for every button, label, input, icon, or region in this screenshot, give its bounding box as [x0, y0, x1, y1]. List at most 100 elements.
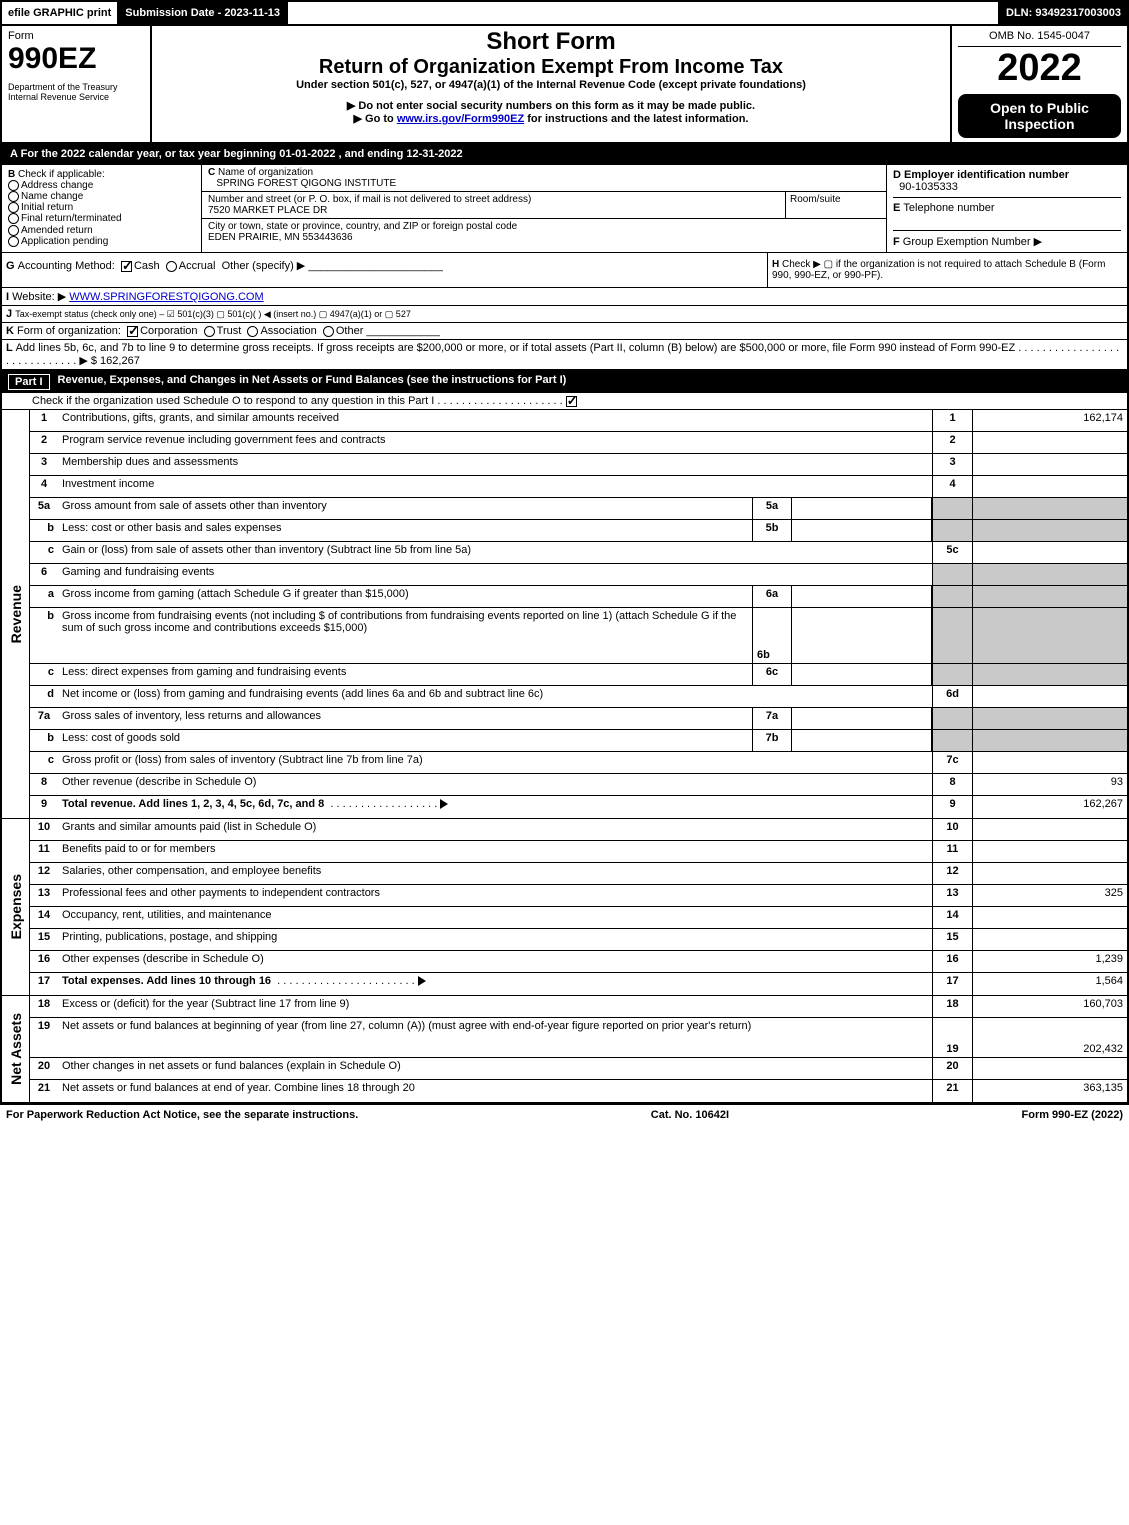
chk-accrual[interactable] [166, 261, 177, 272]
title-block: Short Form Return of Organization Exempt… [152, 26, 952, 142]
netassets-label: Net Assets [6, 1009, 26, 1089]
m7a: 7a [752, 708, 792, 729]
a6c [972, 664, 1127, 685]
ln6a [932, 586, 972, 607]
n6a: a [30, 586, 58, 607]
n20: 20 [30, 1058, 58, 1079]
footer-left: For Paperwork Reduction Act Notice, see … [6, 1109, 358, 1121]
ln20: 20 [932, 1058, 972, 1079]
tax-year: 2022 [958, 47, 1121, 90]
l-row: L Add lines 5b, 6c, and 7b to line 9 to … [0, 340, 1129, 371]
ssn-warning: ▶ Do not enter social security numbers o… [158, 99, 944, 112]
g-accrual: Accrual [179, 260, 216, 272]
right-block: OMB No. 1545-0047 2022 Open to Public In… [952, 26, 1127, 142]
goto-link[interactable]: www.irs.gov/Form990EZ [397, 113, 524, 125]
ln8: 8 [932, 774, 972, 795]
a13: 325 [972, 885, 1127, 906]
section-a: A For the 2022 calendar year, or tax yea… [0, 144, 1129, 165]
ln3: 3 [932, 454, 972, 475]
expenses-side: Expenses [2, 819, 30, 995]
a18: 160,703 [972, 996, 1127, 1017]
m6a: 6a [752, 586, 792, 607]
main-title: Return of Organization Exempt From Incom… [158, 56, 944, 79]
chk-other[interactable] [323, 326, 334, 337]
b-final: Final return/terminated [21, 214, 122, 225]
k-corp: Corporation [140, 325, 197, 337]
d5c: Gain or (loss) from sale of assets other… [58, 542, 932, 563]
ln9: 9 [932, 796, 972, 818]
chk-final[interactable] [8, 213, 19, 224]
chk-trust[interactable] [204, 326, 215, 337]
n13: 13 [30, 885, 58, 906]
v5a [792, 498, 932, 519]
col-b: B Check if applicable: Address change Na… [2, 165, 202, 252]
chk-pending[interactable] [8, 236, 19, 247]
g-cash: Cash [134, 260, 160, 272]
m5b: 5b [752, 520, 792, 541]
ln17: 17 [932, 973, 972, 995]
netassets-lines: 18Excess or (deficit) for the year (Subt… [30, 996, 1127, 1102]
d21: Net assets or fund balances at end of ye… [58, 1080, 932, 1102]
n9: 9 [30, 796, 58, 818]
a16: 1,239 [972, 951, 1127, 972]
n6d: d [30, 686, 58, 707]
d13: Professional fees and other payments to … [58, 885, 932, 906]
a6a [972, 586, 1127, 607]
chk-schedo[interactable] [566, 396, 577, 407]
chk-assoc[interactable] [247, 326, 258, 337]
chk-name[interactable] [8, 191, 19, 202]
arrow-icon [440, 799, 448, 809]
chk-address[interactable] [8, 180, 19, 191]
footer-right: Form 990-EZ (2022) [1022, 1109, 1123, 1121]
a5c [972, 542, 1127, 563]
efile-print[interactable]: efile GRAPHIC print [2, 2, 119, 24]
m7b: 7b [752, 730, 792, 751]
dln: DLN: 93492317003003 [1000, 2, 1127, 24]
i-label: Website: ▶ [12, 291, 66, 303]
top-bar: efile GRAPHIC print Submission Date - 20… [0, 0, 1129, 26]
d14: Occupancy, rent, utilities, and maintena… [58, 907, 932, 928]
dln-label: DLN: 93492317003003 [1006, 7, 1121, 19]
expenses-section: Expenses 10Grants and similar amounts pa… [0, 819, 1129, 996]
d4: Investment income [58, 476, 932, 497]
part1-bar: Part I Revenue, Expenses, and Changes in… [0, 371, 1129, 393]
expenses-lines: 10Grants and similar amounts paid (list … [30, 819, 1127, 995]
d5a: Gross amount from sale of assets other t… [58, 498, 752, 519]
website-link[interactable]: WWW.SPRINGFORESTQIGONG.COM [69, 291, 263, 303]
short-form: Short Form [158, 28, 944, 56]
city-label: City or town, state or province, country… [208, 221, 517, 232]
footer: For Paperwork Reduction Act Notice, see … [0, 1104, 1129, 1125]
ln16: 16 [932, 951, 972, 972]
n3: 3 [30, 454, 58, 475]
d3: Membership dues and assessments [58, 454, 932, 475]
v6b [792, 608, 932, 663]
part1-title: Revenue, Expenses, and Changes in Net As… [58, 374, 567, 390]
j-row: J Tax-exempt status (check only one) – ☑… [0, 306, 1129, 323]
chk-initial[interactable] [8, 202, 19, 213]
n5b: b [30, 520, 58, 541]
ln7a [932, 708, 972, 729]
irs: Internal Revenue Service [8, 92, 144, 102]
chk-amended[interactable] [8, 225, 19, 236]
k-row: K Form of organization: Corporation Trus… [0, 323, 1129, 340]
a19: 202,432 [972, 1018, 1127, 1057]
col-def: D Employer identification number 90-1035… [887, 165, 1127, 252]
chk-cash[interactable] [121, 261, 132, 272]
org-name: SPRING FOREST QIGONG INSTITUTE [216, 178, 396, 189]
h-text: Check ▶ ▢ if the organization is not req… [772, 259, 1105, 281]
a6b [972, 608, 1127, 663]
ln6c [932, 664, 972, 685]
netassets-side: Net Assets [2, 996, 30, 1102]
d6d: Net income or (loss) from gaming and fun… [58, 686, 932, 707]
d7c: Gross profit or (loss) from sales of inv… [58, 752, 932, 773]
g-label: Accounting Method: [18, 260, 115, 272]
v6a [792, 586, 932, 607]
b-label: Check if applicable: [18, 169, 105, 180]
d6: Gaming and fundraising events [58, 564, 932, 585]
n18: 18 [30, 996, 58, 1017]
n7b: b [30, 730, 58, 751]
n1: 1 [30, 410, 58, 431]
n8: 8 [30, 774, 58, 795]
chk-corp[interactable] [127, 326, 138, 337]
room-label: Room/suite [786, 192, 886, 218]
